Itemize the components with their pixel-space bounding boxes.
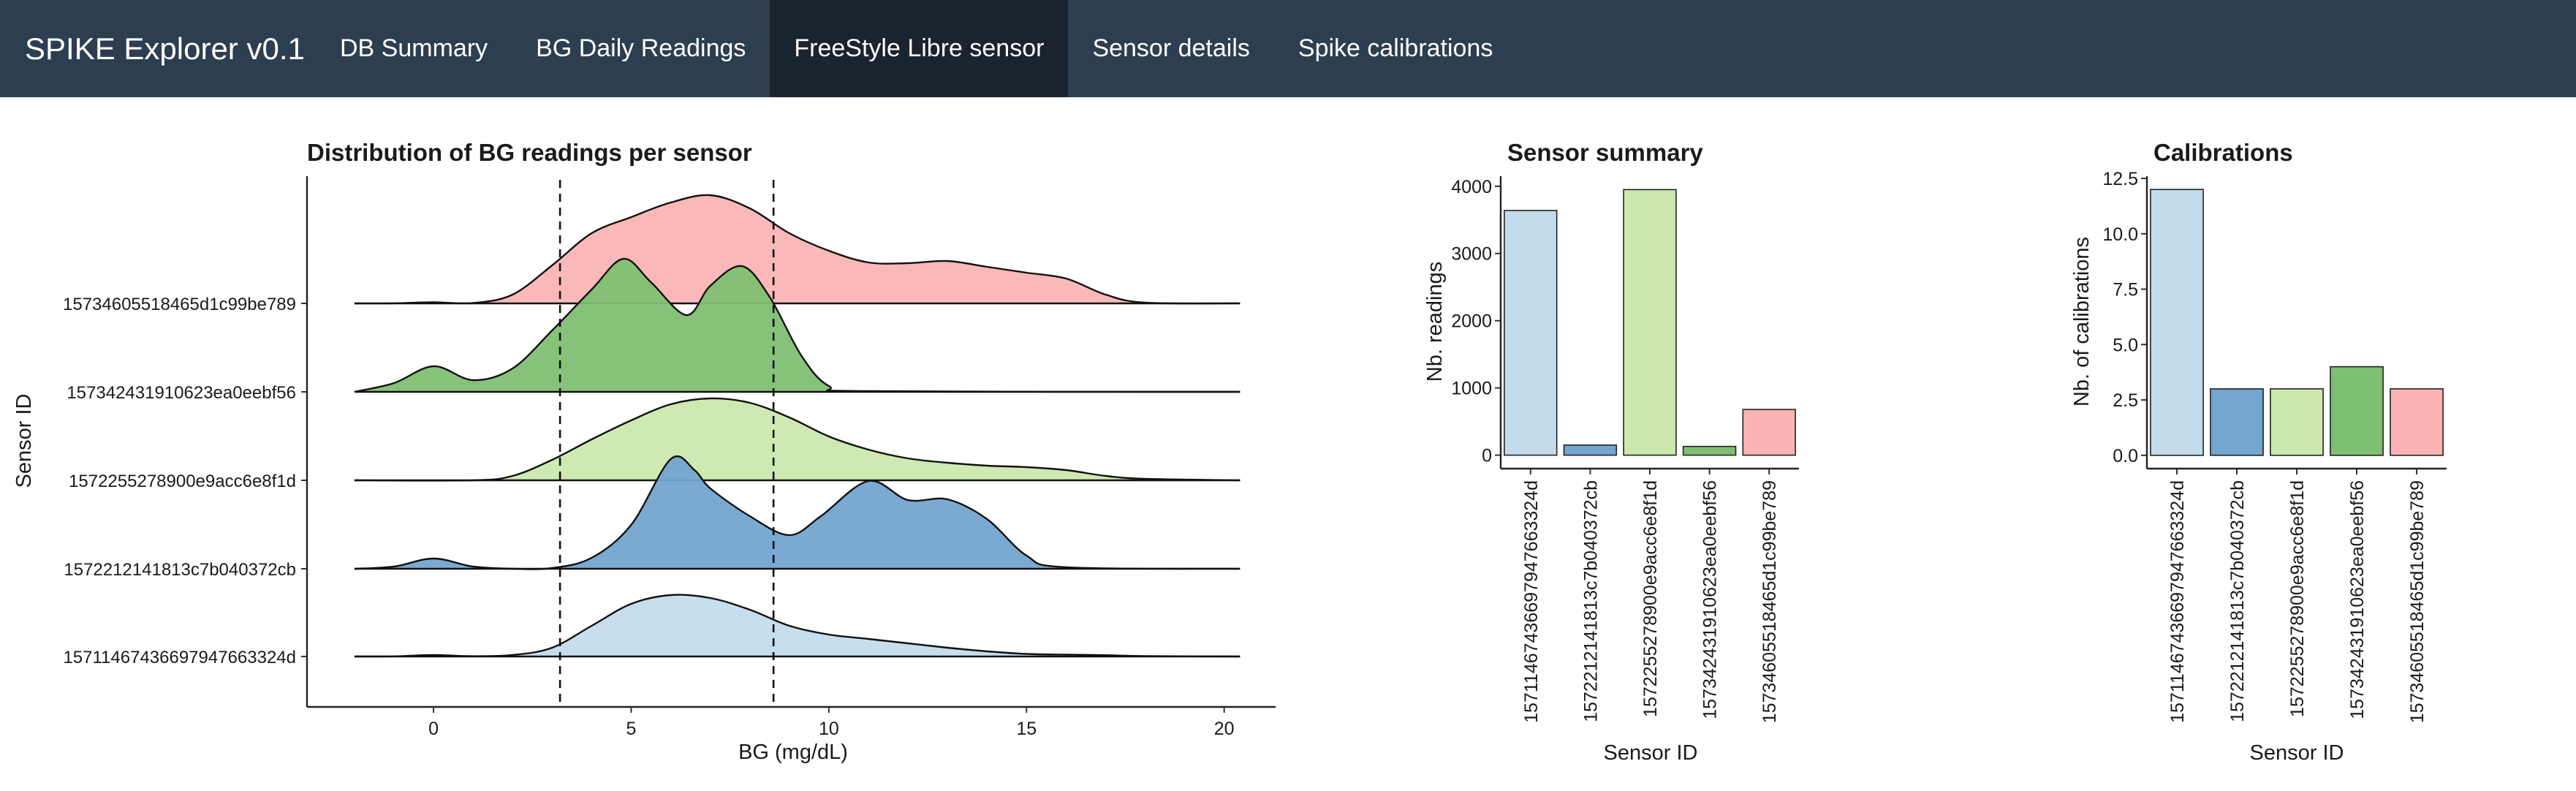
chart-title: Sensor summary xyxy=(1507,139,1703,166)
ridgeline-chart: Distribution of BG readings per sensor S… xyxy=(12,139,1276,764)
x-tick-label: 0 xyxy=(428,719,439,739)
y-tick-label: 157342431910623ea0eebf56 xyxy=(67,383,296,403)
bar-1572255278900e9acc6e8f1d xyxy=(2270,388,2324,456)
y-tick-label: 15711467436697947663324d xyxy=(63,648,296,667)
x-tick-label: 15711467436697947663324d xyxy=(1521,480,1542,723)
navbar: SPIKE Explorer v0.1 DB Summary BG Daily … xyxy=(0,0,2576,97)
ridge-line-157342431910623ea0eebf56 xyxy=(354,257,1240,393)
tab-spike-calibrations[interactable]: Spike calibrations xyxy=(1298,34,1493,62)
x-axis-label: Sensor ID xyxy=(1604,741,1698,765)
ridge-ticks: 15734605518465d1c99be789 157342431910623e… xyxy=(63,176,1276,739)
x-tick-label: 15734605518465d1c99be789 xyxy=(2407,480,2428,723)
y-tick-label: 2.5 xyxy=(2113,390,2138,411)
x-tick-label: 1572255278900e9acc6e8f1d xyxy=(1640,480,1661,717)
tab-freestyle-libre-sensor[interactable]: FreeStyle Libre sensor xyxy=(770,0,1069,97)
tab-bg-daily-readings[interactable]: BG Daily Readings xyxy=(536,34,746,62)
y-tick-label: 12.5 xyxy=(2102,169,2138,189)
x-axis-label: Sensor ID xyxy=(2250,741,2344,765)
ridge-area-1572255278900e9acc6e8f1d xyxy=(354,398,1240,481)
bar-1572255278900e9acc6e8f1d xyxy=(1623,189,1677,456)
x-tick-label: 1572212141813c7b040372cb xyxy=(2227,480,2248,722)
x-tick-label: 10 xyxy=(819,719,839,739)
y-tick-label: 2000 xyxy=(1451,311,1492,332)
bar-1572212141813c7b040372cb xyxy=(2210,388,2264,456)
y-tick-label: 1572255278900e9acc6e8f1d xyxy=(69,472,296,491)
x-tick-label: 1572255278900e9acc6e8f1d xyxy=(2287,480,2308,717)
y-axis-label: Nb. of calibrations xyxy=(2070,237,2094,406)
ridge-area-15711467436697947663324d xyxy=(354,594,1240,657)
y-axis-label: Sensor ID xyxy=(12,394,36,488)
sensor-summary-chart: Sensor summary Nb. readings Sensor ID 15… xyxy=(1423,139,1799,765)
chart-title: Distribution of BG readings per sensor xyxy=(307,139,752,166)
x-tick-label: 15711467436697947663324d xyxy=(2167,480,2188,723)
x-tick-label: 5 xyxy=(626,719,637,739)
y-tick-label: 1572212141813c7b040372cb xyxy=(64,560,296,580)
x-tick-label: 20 xyxy=(1214,719,1235,739)
ridge-area-15734605518465d1c99be789 xyxy=(354,194,1240,304)
bar-157342431910623ea0eebf56 xyxy=(1682,445,1737,456)
chart-title: Calibrations xyxy=(2153,139,2293,166)
x-tick-label: 1572212141813c7b040372cb xyxy=(1580,480,1601,722)
y-tick-label: 0.0 xyxy=(2113,446,2138,466)
ridge-layers xyxy=(354,180,1240,707)
x-axis-label: BG (mg/dL) xyxy=(738,741,848,764)
tab-sensor-details[interactable]: Sensor details xyxy=(1092,34,1250,62)
bar-157342431910623ea0eebf56 xyxy=(2330,366,2384,456)
bars-group: 15711467436697947663324d 1572212141813c7b… xyxy=(2102,169,2447,723)
ridge-area-1572212141813c7b040372cb xyxy=(354,456,1240,569)
tab-db-summary[interactable]: DB Summary xyxy=(340,34,488,62)
bar-15734605518465d1c99be789 xyxy=(1742,409,1796,456)
bars-group: 15711467436697947663324d 1572212141813c7b… xyxy=(1451,176,1799,723)
y-tick-label: 3000 xyxy=(1451,244,1492,265)
bar-15711467436697947663324d xyxy=(1504,210,1558,456)
x-tick-label: 157342431910623ea0eebf56 xyxy=(2347,480,2368,719)
brand-title[interactable]: SPIKE Explorer v0.1 xyxy=(25,31,305,66)
x-tick-label: 157342431910623ea0eebf56 xyxy=(1700,480,1721,719)
x-tick-label: 15734605518465d1c99be789 xyxy=(1759,480,1780,723)
y-tick-label: 15734605518465d1c99be789 xyxy=(63,295,296,314)
y-tick-label: 4000 xyxy=(1451,177,1492,197)
y-tick-label: 0 xyxy=(1482,446,1492,466)
y-tick-label: 1000 xyxy=(1451,379,1492,399)
ridge-area-157342431910623ea0eebf56 xyxy=(354,258,1240,392)
y-tick-label: 10.0 xyxy=(2102,224,2138,245)
bar-15711467436697947663324d xyxy=(2150,189,2204,456)
y-axis-label: Nb. readings xyxy=(1423,262,1447,382)
ridge-line-1572255278900e9acc6e8f1d xyxy=(354,397,1240,482)
y-tick-label: 5.0 xyxy=(2113,335,2138,355)
bar-1572212141813c7b040372cb xyxy=(1563,444,1618,456)
bar-15734605518465d1c99be789 xyxy=(2390,388,2444,456)
calibrations-chart: Calibrations Nb. of calibrations Sensor … xyxy=(2070,139,2447,765)
x-tick-label: 15 xyxy=(1016,719,1037,739)
y-tick-label: 7.5 xyxy=(2113,280,2138,300)
